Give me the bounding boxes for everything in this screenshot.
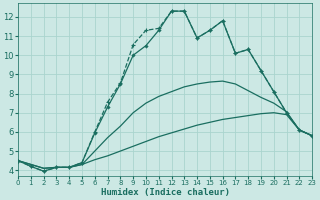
X-axis label: Humidex (Indice chaleur): Humidex (Indice chaleur) bbox=[100, 188, 230, 197]
